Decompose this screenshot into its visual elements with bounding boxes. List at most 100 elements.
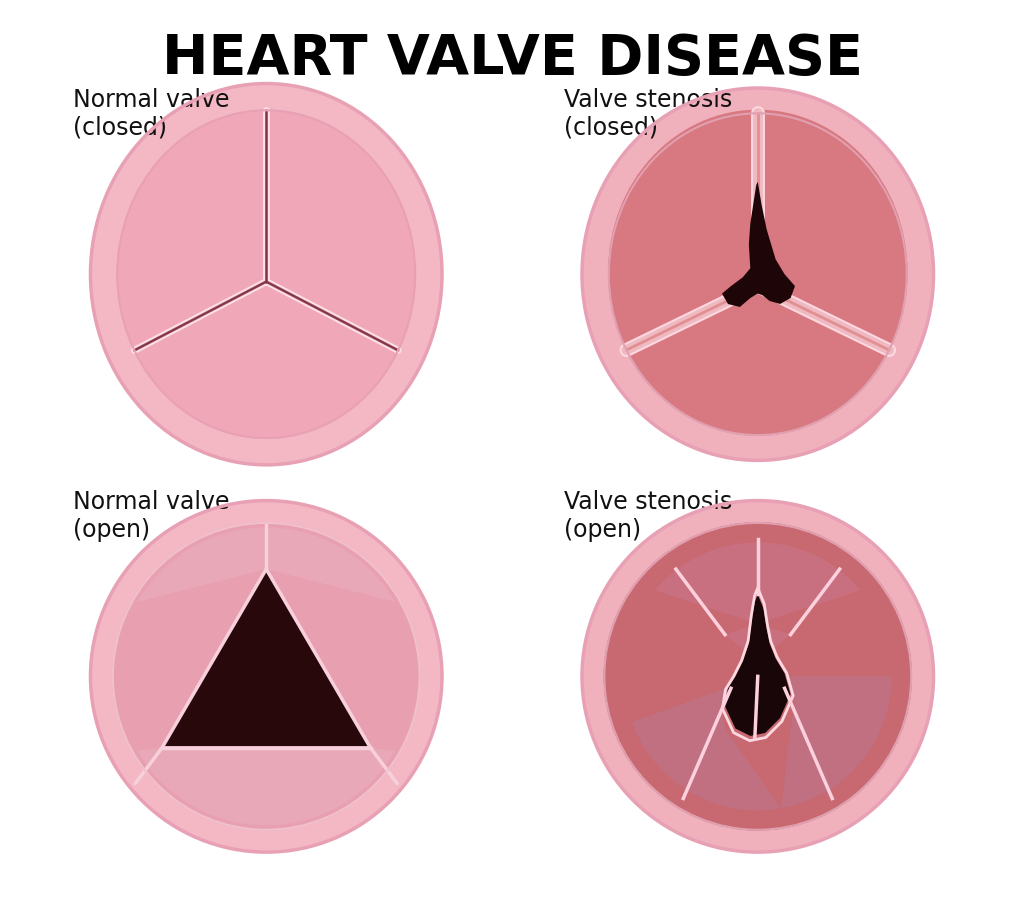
Polygon shape [248,657,285,689]
Polygon shape [198,606,335,724]
Polygon shape [226,635,306,704]
Circle shape [256,666,276,686]
Polygon shape [166,573,367,745]
Ellipse shape [618,121,897,421]
Circle shape [701,620,814,733]
Polygon shape [214,622,318,712]
Polygon shape [218,627,314,709]
Polygon shape [264,675,268,678]
Ellipse shape [182,181,350,367]
Circle shape [184,594,348,759]
Circle shape [691,610,824,743]
Circle shape [200,610,333,743]
Ellipse shape [197,197,336,351]
Polygon shape [252,662,281,686]
Circle shape [582,501,934,852]
Circle shape [753,671,763,682]
Polygon shape [266,748,395,825]
Circle shape [655,574,860,779]
Polygon shape [220,629,312,707]
Ellipse shape [683,191,833,352]
Ellipse shape [251,258,282,291]
Circle shape [220,631,312,722]
Polygon shape [256,665,276,684]
Circle shape [138,548,394,804]
Circle shape [686,605,829,748]
Ellipse shape [177,175,355,373]
Ellipse shape [256,263,276,285]
Ellipse shape [748,260,768,282]
Circle shape [128,538,404,814]
Polygon shape [208,616,325,717]
Polygon shape [234,644,298,697]
Circle shape [179,590,353,763]
Polygon shape [250,659,283,688]
Ellipse shape [582,88,934,461]
Polygon shape [174,582,358,739]
Polygon shape [725,594,791,736]
Polygon shape [242,651,291,694]
Ellipse shape [629,132,887,410]
Polygon shape [246,655,287,691]
Polygon shape [254,664,279,685]
Polygon shape [222,632,310,707]
Ellipse shape [709,218,807,324]
Ellipse shape [698,207,817,335]
Circle shape [205,615,328,738]
Circle shape [717,635,799,717]
Text: Valve stenosis
(closed): Valve stenosis (closed) [564,88,732,140]
Polygon shape [181,589,351,735]
Circle shape [189,600,343,753]
Polygon shape [206,614,327,717]
Polygon shape [758,676,892,808]
Ellipse shape [237,241,296,307]
Ellipse shape [132,127,400,421]
Polygon shape [237,646,296,696]
Ellipse shape [167,165,366,384]
Ellipse shape [118,111,415,438]
Circle shape [241,651,292,702]
Polygon shape [189,597,343,729]
Circle shape [246,656,287,696]
Circle shape [620,538,896,814]
Ellipse shape [162,160,371,388]
Circle shape [169,579,364,773]
Ellipse shape [669,175,847,367]
Circle shape [210,620,323,733]
Circle shape [671,590,845,763]
Polygon shape [172,579,360,740]
Ellipse shape [226,230,306,318]
Circle shape [154,564,379,789]
Ellipse shape [152,149,381,399]
Ellipse shape [664,169,852,373]
Polygon shape [228,638,304,702]
Ellipse shape [147,143,385,405]
Ellipse shape [242,247,291,302]
Ellipse shape [221,225,311,324]
Polygon shape [185,592,347,732]
Polygon shape [170,578,362,742]
Polygon shape [183,590,349,734]
Circle shape [676,594,840,759]
Polygon shape [137,748,371,825]
Circle shape [712,631,804,722]
Ellipse shape [742,255,773,287]
Ellipse shape [653,159,862,384]
Circle shape [614,533,901,820]
Ellipse shape [658,164,857,378]
Polygon shape [168,576,365,744]
Circle shape [640,558,876,794]
Polygon shape [164,571,369,747]
Polygon shape [212,621,321,714]
Ellipse shape [207,208,326,340]
Circle shape [666,584,850,769]
Text: HEART VALVE DISEASE: HEART VALVE DISEASE [162,32,862,86]
Ellipse shape [733,244,782,298]
Ellipse shape [202,203,331,345]
Polygon shape [240,648,293,695]
Polygon shape [210,619,323,715]
Circle shape [113,523,420,830]
Ellipse shape [212,214,321,335]
Ellipse shape [718,228,798,314]
Circle shape [230,641,302,712]
